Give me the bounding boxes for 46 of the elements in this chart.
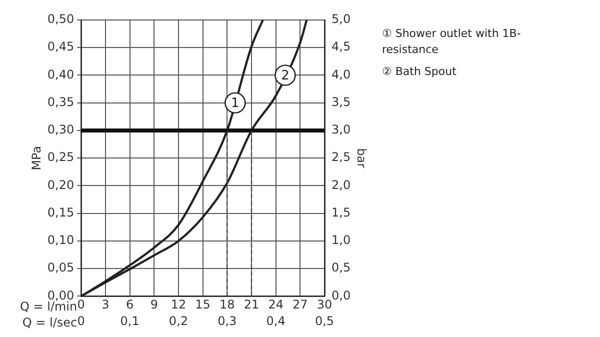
x-tick-label: 21 [244, 298, 260, 312]
y2-tick-label: 2,0 [332, 178, 351, 192]
y2-tick-label: 3,0 [332, 122, 351, 137]
y2-tick-label: 4,0 [332, 67, 351, 82]
x2-tick-label: 0,2 [168, 314, 188, 328]
x2-tick-label: 0,1 [120, 314, 140, 328]
y-tick-label: 0,50 [47, 12, 74, 26]
x-tick-label: 30 [316, 298, 332, 312]
y-tick-label: 0,45 [47, 40, 74, 54]
y2-tick-label: 2,5 [332, 150, 351, 164]
x-tick-label: 27 [292, 298, 308, 312]
y-tick-label: 0,10 [47, 233, 74, 248]
x2-tick-label: 0,4 [266, 314, 286, 328]
series-label: 2 [281, 68, 290, 84]
x-tick-label: 6 [126, 298, 134, 312]
y-tick-label: 0,30 [47, 122, 74, 137]
x-tick-label: 18 [220, 298, 235, 312]
x-tick-label: 24 [268, 298, 284, 312]
series-label: 1 [231, 96, 240, 112]
x2-tick-label: 0 [77, 314, 85, 328]
y-tick-label: 0,00 [47, 288, 74, 302]
y-tick-label: 0,25 [47, 150, 74, 164]
y2-tick-label: 3,5 [332, 94, 351, 109]
x-tick-label: 12 [170, 298, 186, 312]
y-tick-label: 0,05 [47, 260, 74, 275]
x2-axis-title: Q = l/sec [22, 316, 78, 330]
x-tick-label: 0 [77, 298, 85, 312]
text: ② Bath Spout [382, 64, 458, 80]
y-axis-title: MPa [29, 146, 44, 170]
x2-tick-label: 0,5 [314, 314, 334, 328]
y-tick-label: 0,15 [47, 205, 74, 220]
y2-tick-label: 1,5 [332, 205, 351, 220]
y2-axis-title: bar [354, 148, 369, 168]
text: ① Shower outlet with 1B-resistance [382, 26, 522, 58]
x-tick-label: 3 [102, 298, 110, 312]
y-tick-label: 0,40 [47, 67, 74, 82]
y2-tick-label: 4,5 [332, 40, 351, 54]
y2-tick-label: 0,5 [332, 260, 351, 275]
x2-tick-label: 0,3 [218, 314, 237, 328]
x-tick-label: 9 [150, 298, 158, 312]
y2-tick-label: 5,0 [332, 12, 351, 26]
y-tick-label: 0,20 [47, 178, 74, 192]
y-tick-label: 0,35 [47, 94, 74, 109]
y2-tick-label: 1,0 [332, 233, 351, 248]
x-tick-label: 15 [195, 298, 210, 312]
y2-tick-label: 0,0 [332, 288, 351, 302]
